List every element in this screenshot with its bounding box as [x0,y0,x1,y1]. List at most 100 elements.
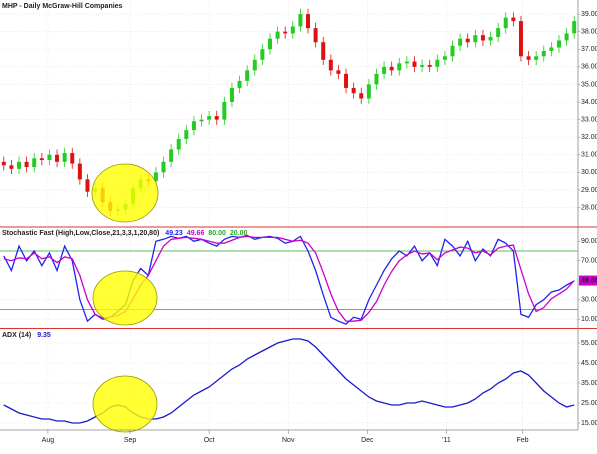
y-tick-label: 29.00 [581,187,597,194]
candle-body [9,165,14,169]
candle-body [336,70,341,74]
candle-body [70,153,75,164]
candle-body [488,36,493,41]
lower-level: 20.00 [230,230,248,237]
candle-body [55,154,60,162]
candle-body [397,63,402,71]
candle-body [556,40,561,48]
candle-body [442,56,447,60]
candle-body [237,80,242,88]
candle-body [518,21,523,57]
grid-layer [0,0,580,430]
x-tick-label: Feb [516,437,528,444]
candle-body [526,56,531,60]
candle-body [382,66,387,74]
candle-body [17,161,22,169]
candle-body [77,163,82,180]
candle-body [298,14,303,27]
y-tick-label: 34.00 [581,99,597,106]
candle-body [511,17,516,22]
d-value: 49.66 [187,230,205,237]
candle-body [245,70,250,81]
candle-body [549,47,554,52]
candle-body [290,26,295,34]
y-tick-label: 25.00 [581,400,597,407]
y-tick-label: 10.00 [581,316,597,323]
y-tick-label: 55.00 [581,340,597,347]
candle-body [153,172,158,182]
candle-body [32,158,37,168]
candle-body [435,59,440,67]
candle-body [541,51,546,57]
y-tick-label: 70.00 [581,258,597,265]
candle-body [161,161,166,173]
x-tick-label: Nov [282,437,295,444]
candle-body [412,61,417,67]
x-tick-label: Oct [204,437,215,444]
stochastic-title: Stochastic Fast (High,Low,Close,21,3,3,1… [2,230,159,237]
y-tick-label: 90.00 [581,238,597,245]
series-line [3,235,575,322]
y-tick-label: 30.00 [581,169,597,176]
adx-value: 9.35 [37,332,51,339]
y-tick-label: 37.00 [581,46,597,53]
candle-body [496,28,501,37]
candle-body [404,61,409,64]
candle-body [267,38,272,50]
candle-body [184,130,189,139]
y-tick-label: 35.00 [581,81,597,88]
y-tick-label: 38.00 [581,29,597,36]
highlight-circle [91,163,159,223]
adx-header: ADX (14) 9.35 [2,332,51,339]
stochastic-header: Stochastic Fast (High,Low,Close,21,3,3,1… [2,230,248,237]
candle-body [450,45,455,57]
candle-body [283,31,288,34]
price-title: MHP - Daily McGraw-Hill Companies [2,3,123,10]
candle-body [207,116,212,120]
x-tick-label: Dec [361,437,374,444]
candle-body [62,153,67,162]
upper-level: 80.00 [208,230,226,237]
candle-body [420,65,425,67]
x-tick-label: '11 [442,437,451,444]
y-tick-label: 45.00 [581,360,597,367]
candle-body [229,87,234,103]
candle-body [169,149,174,162]
y-tick-label: 28.00 [581,204,597,211]
candle-body [534,56,539,60]
candle-body [85,179,90,192]
candle-body [191,121,196,131]
y-tick-label: 31.00 [581,152,597,159]
candle-body [359,93,364,99]
candle-body [306,14,311,29]
y-tick-label: 39.00 [581,11,597,18]
candle-body [344,73,349,88]
k-value: 49.23 [165,230,183,237]
highlight-circle [92,270,158,326]
candle-body [473,35,478,43]
candle-body [1,161,6,166]
y-tick-label: 30.00 [581,297,597,304]
candle-body [214,116,219,120]
candle-body [176,138,181,150]
last-value-box [579,275,597,286]
candle-body [321,42,326,60]
y-tick-label: 35.00 [581,380,597,387]
adx-title: ADX (14) [2,332,31,339]
candle-body [222,102,227,120]
x-tick-label: Aug [42,437,55,444]
candle-body [328,59,333,71]
candle-body [199,119,204,122]
top-layer: 28.00 29.00 30.00 31.00 32.00 33.00 34.00 35.00… [42,11,597,444]
y-tick-label: 32.00 [581,134,597,141]
candle-body [374,73,379,85]
y-tick-label: 33.00 [581,116,597,123]
candle-body [275,31,280,39]
candle-body [313,28,318,43]
candle-body [366,84,371,99]
candle-body [480,35,485,41]
highlight-circle [92,375,158,433]
last-value-label: 49.66 [581,277,597,284]
y-tick-label: 36.00 [581,64,597,71]
